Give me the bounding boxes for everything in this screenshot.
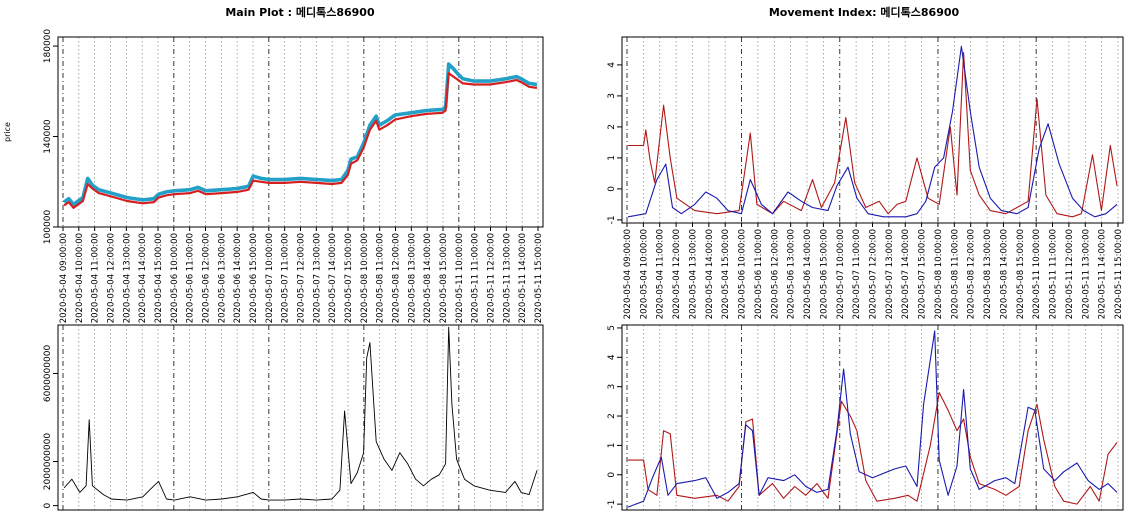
x-tick-label: 2020-05-07 14:00:00 bbox=[328, 233, 338, 323]
x-tick-label: 2020-05-04 15:00:00 bbox=[721, 229, 731, 319]
x-tick-label: 2020-05-08 11:00:00 bbox=[376, 233, 386, 323]
x-tick-label: 2020-05-06 10:00:00 bbox=[738, 229, 748, 319]
movement-index-panel: -1 0 1 2 3 4 2020-05-04 09:00:00 2020-05-04 10:… bbox=[607, 36, 1124, 319]
x-tick-label: 2020-05-06 13:00:00 bbox=[787, 229, 797, 319]
movement-index-title: Movement Index: 메디톡스86900 bbox=[769, 5, 960, 19]
y-tick-label: 6000000000 bbox=[43, 345, 53, 403]
x-tick-label: 2020-05-06 12:00:00 bbox=[770, 229, 780, 319]
main-plot-title: Main Plot : 메디톡스86900 bbox=[225, 5, 375, 19]
series-line-2 bbox=[63, 72, 538, 209]
x-tick-label: 2020-05-06 10:00:00 bbox=[170, 233, 180, 323]
y-tick-label: 1 bbox=[607, 155, 617, 161]
x-tick-label: 2020-05-06 15:00:00 bbox=[819, 229, 829, 319]
x-tick-label: 2020-05-07 15:00:00 bbox=[918, 229, 928, 319]
x-tick-label: 2020-05-11 13:00:00 bbox=[1081, 229, 1091, 319]
x-tick-label: 2020-05-07 15:00:00 bbox=[344, 233, 354, 323]
x-tick-label: 2020-05-04 09:00:00 bbox=[623, 229, 633, 319]
x-tick-label: 2020-05-11 12:00:00 bbox=[1065, 229, 1075, 319]
x-tick-label: 2020-05-04 13:00:00 bbox=[122, 233, 132, 323]
x-tick-label: 2020-05-08 12:00:00 bbox=[392, 233, 402, 323]
y-tick-label: 0 bbox=[43, 502, 53, 508]
y-tick-label: 2 bbox=[607, 413, 617, 419]
x-tick-label: 2020-05-07 10:00:00 bbox=[265, 233, 275, 323]
series-line-2 bbox=[627, 330, 1118, 508]
x-tick-label: 2020-05-08 12:00:00 bbox=[967, 229, 977, 319]
x-tick-label: 2020-05-06 13:00:00 bbox=[217, 233, 227, 323]
x-tick-label: 2020-05-11 10:00:00 bbox=[455, 233, 465, 323]
y-tick-label: 5 bbox=[607, 325, 617, 331]
x-tick-label: 2020-05-11 14:00:00 bbox=[518, 233, 528, 323]
y-axis-label: price bbox=[3, 122, 12, 142]
x-tick-label: 2020-05-08 11:00:00 bbox=[950, 229, 960, 319]
x-tick-label: 2020-05-04 10:00:00 bbox=[75, 233, 85, 323]
x-tick-label: 2020-05-04 13:00:00 bbox=[688, 229, 698, 319]
x-tick-label: 2020-05-07 10:00:00 bbox=[836, 229, 846, 319]
x-tick-label: 2020-05-08 15:00:00 bbox=[1016, 229, 1026, 319]
x-tick-label: 2020-05-04 11:00:00 bbox=[91, 233, 101, 323]
x-tick-label: 2020-05-11 12:00:00 bbox=[487, 233, 497, 323]
movement-index-lower-panel: -1 0 1 2 3 4 5 bbox=[607, 324, 1124, 511]
y-tick-label: 3 bbox=[607, 93, 617, 99]
y-tick-label: 2 bbox=[607, 124, 617, 130]
y-tick-label: -1 bbox=[607, 215, 617, 224]
x-tick-label: 2020-05-08 14:00:00 bbox=[999, 229, 1009, 319]
y-tick-label: 2000000000 bbox=[43, 433, 53, 491]
y-tick-label: -1 bbox=[607, 500, 617, 509]
x-tick-label: 2020-05-04 11:00:00 bbox=[656, 229, 666, 319]
x-tick-label: 2020-05-04 12:00:00 bbox=[107, 233, 117, 323]
x-tick-label: 2020-05-04 14:00:00 bbox=[705, 229, 715, 319]
x-tick-label: 2020-05-08 10:00:00 bbox=[934, 229, 944, 319]
x-tick-label: 2020-05-08 15:00:00 bbox=[439, 233, 449, 323]
x-tick-label: 2020-05-08 10:00:00 bbox=[360, 233, 370, 323]
x-tick-label: 2020-05-04 12:00:00 bbox=[672, 229, 682, 319]
series-line-1 bbox=[628, 391, 1118, 505]
x-tick-label: 2020-05-11 13:00:00 bbox=[502, 233, 512, 323]
x-tick-label: 2020-05-11 11:00:00 bbox=[1049, 229, 1059, 319]
series-line-2 bbox=[627, 45, 1118, 218]
x-tick-label: 2020-05-07 12:00:00 bbox=[869, 229, 879, 319]
x-tick-label: 2020-05-06 15:00:00 bbox=[249, 233, 259, 323]
plot-frame bbox=[57, 324, 544, 511]
x-tick-label: 2020-05-08 13:00:00 bbox=[407, 233, 417, 323]
main-plot-panel: 100000 140000 180000 price 2020-05-04 09:00:… bbox=[3, 29, 544, 324]
x-tick-label: 2020-05-07 12:00:00 bbox=[297, 233, 307, 323]
series-line-1 bbox=[62, 62, 538, 207]
x-tick-label: 2020-05-06 11:00:00 bbox=[754, 229, 764, 319]
x-tick-label: 2020-05-06 14:00:00 bbox=[233, 233, 243, 323]
x-tick-label: 2020-05-07 11:00:00 bbox=[281, 233, 291, 323]
y-tick-label: 3 bbox=[607, 384, 617, 390]
x-tick-label: 2020-05-07 11:00:00 bbox=[852, 229, 862, 319]
volume-panel: 0 2000000000 6000000000 bbox=[43, 324, 544, 511]
x-tick-label: 2020-05-06 11:00:00 bbox=[186, 233, 196, 323]
y-tick-label: 100000 bbox=[43, 210, 53, 245]
x-tick-label: 2020-05-11 14:00:00 bbox=[1098, 229, 1108, 319]
series-line-1 bbox=[63, 326, 538, 501]
x-tick-label: 2020-05-04 10:00:00 bbox=[639, 229, 649, 319]
y-tick-label: 4 bbox=[607, 354, 617, 360]
x-tick-label: 2020-05-07 14:00:00 bbox=[901, 229, 911, 319]
x-tick-label: 2020-05-11 15:00:00 bbox=[1114, 229, 1124, 319]
x-tick-label: 2020-05-11 10:00:00 bbox=[1032, 229, 1042, 319]
x-tick-label: 2020-05-06 14:00:00 bbox=[803, 229, 813, 319]
x-tick-label: 2020-05-04 15:00:00 bbox=[154, 233, 164, 323]
x-tick-label: 2020-05-07 13:00:00 bbox=[312, 233, 322, 323]
y-tick-label: 180000 bbox=[43, 29, 53, 64]
y-tick-label: 140000 bbox=[43, 119, 53, 154]
x-tick-label: 2020-05-08 13:00:00 bbox=[983, 229, 993, 319]
y-tick-label: 0 bbox=[607, 472, 617, 478]
x-tick-label: 2020-05-04 09:00:00 bbox=[59, 233, 69, 323]
x-tick-label: 2020-05-06 12:00:00 bbox=[202, 233, 212, 323]
x-tick-label: 2020-05-07 13:00:00 bbox=[885, 229, 895, 319]
x-tick-label: 2020-05-11 11:00:00 bbox=[471, 233, 481, 323]
series-line-1 bbox=[628, 51, 1118, 218]
y-tick-label: 0 bbox=[607, 186, 617, 192]
y-tick-label: 4 bbox=[607, 62, 617, 68]
x-tick-label: 2020-05-08 14:00:00 bbox=[423, 233, 433, 323]
x-tick-label: 2020-05-11 15:00:00 bbox=[534, 233, 544, 323]
y-tick-label: 1 bbox=[607, 443, 617, 449]
x-tick-label: 2020-05-04 14:00:00 bbox=[138, 233, 148, 323]
plot-frame bbox=[621, 324, 1124, 511]
